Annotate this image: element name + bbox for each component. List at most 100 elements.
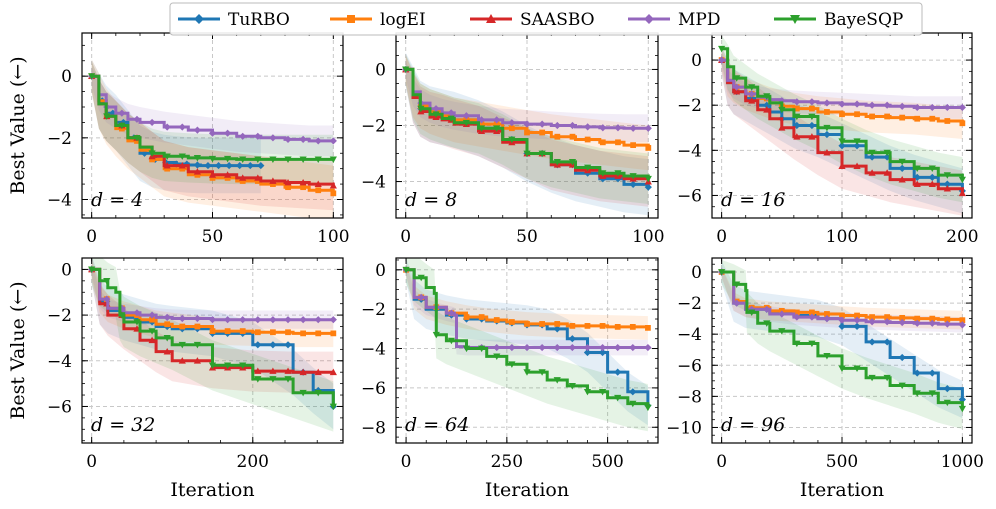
marker-mpd: [853, 316, 861, 324]
marker-bayesqp: [208, 155, 217, 163]
marker-saasbo: [808, 133, 816, 140]
marker-saasbo: [958, 189, 966, 197]
y-tick-label: −2: [47, 129, 72, 149]
marker-logei: [569, 323, 576, 329]
panel-label: d = 8: [405, 189, 457, 211]
panel-3: 0 100 200 0 −2 −4 −6 d = 16: [677, 32, 979, 247]
legend-label-bayesqp: BayeSQP: [824, 10, 903, 30]
marker-turbo: [913, 369, 921, 377]
marker-turbo: [883, 338, 891, 346]
marker-mpd: [284, 316, 292, 324]
marker-logei: [524, 321, 530, 327]
marker-logei: [300, 184, 307, 191]
marker-mpd: [913, 319, 921, 327]
marker-bayesqp: [584, 164, 592, 172]
plot-area: [88, 59, 337, 218]
marker-logei: [809, 105, 815, 112]
y-tick-label: −8: [677, 387, 702, 407]
marker-mpd: [118, 304, 126, 312]
marker-mpd: [462, 112, 470, 120]
marker-mpd: [148, 118, 156, 127]
x-tick-label: 500: [826, 452, 858, 472]
marker-bayesqp: [823, 124, 831, 132]
y-tick-label: −4: [47, 191, 72, 211]
panel-2: 0 50 100 0 −2 −4 d = 8: [361, 32, 665, 247]
y-tick-label: −4: [47, 352, 72, 372]
marker-logei: [944, 118, 951, 124]
marker-bayesqp: [299, 156, 307, 164]
marker-mpd: [493, 116, 501, 124]
marker-mpd: [178, 123, 186, 131]
marker-bayesqp: [614, 170, 622, 177]
marker-turbo: [763, 101, 771, 109]
y-tick-label: −10: [666, 418, 702, 438]
marker-mpd: [118, 109, 126, 117]
x-tick-label: 0: [86, 227, 97, 247]
marker-mpd: [447, 109, 455, 117]
marker-logei: [254, 329, 261, 336]
marker-mpd: [538, 343, 546, 352]
marker-bayesqp: [868, 374, 876, 382]
marker-logei: [824, 311, 830, 317]
marker-bayesqp: [432, 331, 440, 339]
marker-logei: [869, 113, 875, 120]
marker-bayesqp: [898, 382, 906, 390]
panel-label: d = 64: [405, 414, 469, 436]
x-tick-label: 0: [400, 227, 411, 247]
marker-turbo: [553, 325, 561, 333]
marker-bayesqp: [644, 404, 652, 412]
marker-mpd: [299, 135, 307, 143]
marker-logei: [164, 321, 171, 328]
x-tick-label: 200: [946, 227, 978, 247]
marker-logei: [959, 317, 966, 324]
y-axis-label: Best Value (←): [7, 281, 29, 419]
marker-logei: [509, 319, 515, 325]
marker-mpd: [314, 137, 322, 145]
marker-mpd: [133, 115, 141, 123]
marker-mpd: [808, 313, 816, 321]
marker-saasbo: [269, 367, 277, 374]
marker-bayesqp: [508, 136, 516, 144]
y-tick-label: −4: [361, 340, 386, 360]
marker-bayesqp: [402, 66, 410, 74]
marker-logei: [315, 187, 322, 194]
marker-bayesqp: [284, 376, 292, 383]
marker-logei: [899, 314, 906, 321]
marker-mpd: [898, 102, 906, 110]
panel-5: 0 250 500 0 −2 −4 −6 −8 d = 64 Iteration: [361, 257, 659, 501]
marker-bayesqp: [314, 156, 322, 164]
x-tick-label: 100: [826, 227, 858, 247]
marker-mpd: [718, 56, 726, 64]
marker-mpd: [883, 101, 891, 109]
marker-saasbo: [733, 88, 741, 95]
marker-turbo: [838, 142, 846, 150]
marker-mpd: [733, 299, 741, 307]
marker-bayesqp: [254, 376, 262, 383]
marker-mpd: [629, 343, 637, 352]
marker-saasbo: [838, 162, 846, 169]
y-tick-label: −6: [47, 397, 72, 417]
marker-mpd: [644, 124, 652, 132]
marker-turbo: [898, 353, 906, 362]
marker-bayesqp: [417, 105, 425, 113]
marker-turbo: [943, 384, 951, 393]
marker-logei: [599, 139, 606, 146]
marker-bayesqp: [493, 353, 501, 361]
marker-bayesqp: [898, 158, 906, 166]
marker-bayesqp: [883, 149, 891, 157]
marker-logei: [645, 324, 651, 331]
marker-mpd: [329, 137, 337, 145]
marker-mpd: [763, 305, 771, 313]
marker-bayesqp: [402, 266, 410, 274]
marker-bayesqp: [763, 93, 771, 100]
marker-bayesqp: [508, 361, 516, 368]
marker-bayesqp: [748, 84, 756, 91]
marker-bayesqp: [568, 159, 577, 166]
marker-bayesqp: [718, 269, 726, 276]
legend-label-saasbo: SAASBO: [520, 10, 595, 30]
marker-mpd: [269, 316, 277, 324]
marker-bayesqp: [493, 125, 501, 132]
marker-mpd: [417, 293, 425, 301]
marker-mpd: [943, 320, 951, 328]
marker-turbo: [583, 348, 592, 357]
